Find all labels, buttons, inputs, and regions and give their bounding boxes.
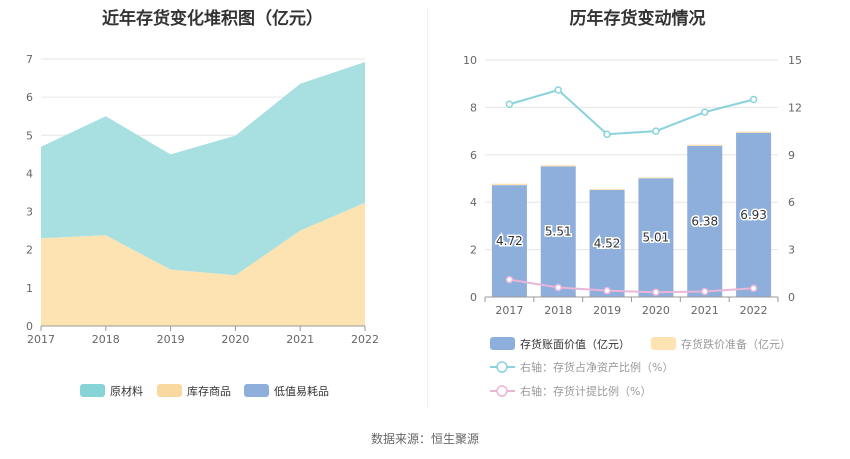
bar-存货跌价准备（亿元） [491,183,527,186]
right-x-tick-label: 2018 [544,304,572,317]
bar-data-label: 6.93 [740,208,767,222]
left-x-tick-label: 2021 [286,333,314,346]
right-legend-label: 存货跌价准备（亿元） [681,337,791,351]
left-legend-swatch [80,384,105,397]
right-x-tick-label: 2020 [642,304,670,317]
left-y-tick-label: 7 [26,53,33,66]
bar-data-label: 6.38 [691,214,718,228]
right-legend-label: 右轴：存货占净资产比例（%） [520,360,673,374]
line-右轴：存货占净资产比例（%） [509,88,754,136]
left-y-tick-label: 4 [26,167,33,180]
left-x-tick-label: 2019 [157,333,185,346]
line-point [701,108,709,116]
left-y-tick-label: 0 [26,320,33,333]
right-bar-line-chart: 0 2 4 6 8 10 0 3 6 9 12 15 4.72 5.51 4.52 5.01 6.38 6.93 2… [463,54,802,398]
left-y-tick-label: 5 [26,129,33,142]
right-legend-label: 右轴：存货计提比例（%） [520,384,651,398]
line-point [749,95,758,104]
bar-存货账面价值（亿元） [736,132,772,297]
right-right-y-tick-label: 9 [788,149,795,162]
left-x-tick-label: 2020 [221,333,249,346]
right-legend-marker [496,385,508,397]
bar-data-label: 4.52 [594,236,621,250]
left-y-tick-label: 6 [26,91,33,104]
left-stacked-area-chart: 0 1 2 3 4 5 6 7 2017 2018 2019 2020 2021 2022 原材料 库存商品 低… [26,53,379,398]
right-legend-swatch [651,337,676,350]
right-left-y-tick-label: 4 [470,196,477,209]
right-right-y-tick-label: 3 [788,244,795,257]
bar-存货跌价准备（亿元） [687,144,723,146]
line-point [505,100,514,108]
line-point [603,286,611,295]
line-point [652,288,660,297]
bar-存货跌价准备（亿元） [638,177,674,179]
right-legend-marker [496,361,508,373]
right-right-y-tick-label: 15 [788,54,802,67]
left-x-tick-label: 2022 [351,333,379,346]
right-right-y-tick-label: 6 [788,196,795,209]
area-库存商品 [41,202,365,326]
right-legend-swatch [490,337,515,350]
right-x-tick-label: 2021 [691,304,719,317]
right-x-tick-label: 2022 [740,304,768,317]
right-x-tick-label: 2017 [495,304,523,317]
left-legend-label: 低值易耗品 [274,385,329,398]
bar-存货账面价值（亿元） [687,145,723,297]
line-point [505,275,514,284]
right-left-y-tick-label: 2 [470,244,477,257]
line-右轴：存货计提比例（%） [509,278,754,294]
left-legend-swatch [157,384,182,397]
line-point [554,283,562,292]
left-x-tick-label: 2018 [92,333,120,346]
bar-存货账面价值（亿元） [589,189,625,297]
line-point [652,127,660,135]
line-point [554,86,562,94]
line-point [749,284,758,293]
left-legend-label: 库存商品 [187,384,231,398]
right-left-y-tick-label: 8 [470,101,477,114]
right-right-y-tick-label: 0 [788,291,795,304]
bar-存货账面价值（亿元） [540,166,576,297]
right-left-y-tick-label: 10 [463,54,477,67]
right-legend-label: 存货账面价值（亿元） [520,337,630,351]
left-y-tick-label: 1 [26,282,33,295]
left-y-tick-label: 3 [26,206,33,219]
bar-存货跌价准备（亿元） [540,165,576,167]
area-原材料 [41,62,365,276]
bar-存货账面价值（亿元） [638,178,674,297]
left-legend-label: 原材料 [110,384,143,398]
bar-data-label: 4.72 [496,234,523,248]
left-y-tick-label: 2 [26,244,33,257]
left-chart-title: 近年存货变化堆积图（亿元） [102,9,323,29]
line-point [603,130,611,139]
line-point [701,287,709,296]
right-left-y-tick-label: 6 [470,149,477,162]
left-x-tick-label: 2017 [27,333,55,346]
right-right-y-tick-label: 12 [788,101,802,114]
bar-data-label: 5.01 [643,231,670,245]
right-x-tick-label: 2019 [593,304,621,317]
bar-存货跌价准备（亿元） [736,131,772,133]
right-left-y-tick-label: 0 [470,291,477,304]
data-source: 数据来源：恒生聚源 [370,432,479,446]
left-legend-swatch [244,384,269,397]
bar-data-label: 5.51 [545,225,572,239]
bar-存货跌价准备（亿元） [589,188,625,190]
right-chart-title: 历年存货变动情况 [569,9,706,29]
chart-divider [427,8,428,408]
